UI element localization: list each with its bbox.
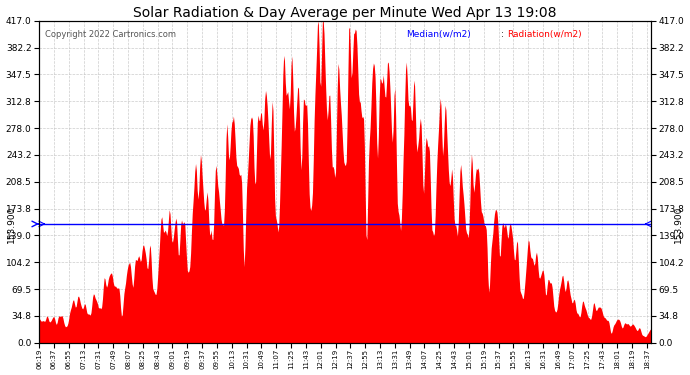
Text: :: : <box>501 30 504 39</box>
Text: 153.900: 153.900 <box>674 205 683 243</box>
Text: Radiation(w/m2): Radiation(w/m2) <box>507 30 582 39</box>
Title: Solar Radiation & Day Average per Minute Wed Apr 13 19:08: Solar Radiation & Day Average per Minute… <box>133 6 557 20</box>
Text: 153.900: 153.900 <box>7 205 16 243</box>
Text: Copyright 2022 Cartronics.com: Copyright 2022 Cartronics.com <box>45 30 176 39</box>
Text: Median(w/m2): Median(w/m2) <box>406 30 471 39</box>
